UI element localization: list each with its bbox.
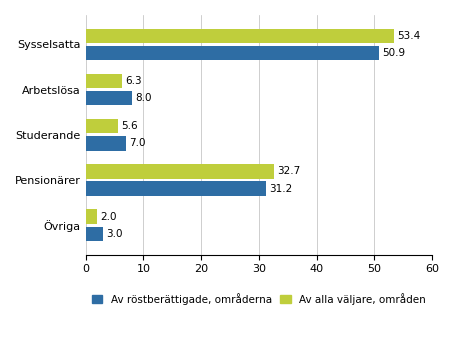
Bar	[86, 46, 380, 60]
Text: 32.7: 32.7	[277, 166, 301, 176]
Text: 7.0: 7.0	[129, 138, 146, 148]
Text: 6.3: 6.3	[125, 76, 142, 86]
Text: 53.4: 53.4	[397, 31, 420, 41]
Legend: Av röstberättigade, områderna, Av alla väljare, områden: Av röstberättigade, områderna, Av alla v…	[88, 288, 430, 309]
Text: 5.6: 5.6	[121, 121, 138, 131]
Bar	[86, 74, 122, 88]
Bar	[86, 164, 275, 178]
Bar	[86, 136, 126, 151]
Bar	[86, 29, 394, 43]
Text: 8.0: 8.0	[135, 93, 151, 103]
Text: 2.0: 2.0	[100, 211, 117, 222]
Text: 3.0: 3.0	[106, 229, 123, 239]
Text: 50.9: 50.9	[382, 48, 405, 58]
Bar	[86, 91, 132, 105]
Bar	[86, 181, 266, 196]
Bar	[86, 119, 118, 133]
Bar	[86, 209, 97, 224]
Bar	[86, 226, 103, 241]
Text: 31.2: 31.2	[269, 184, 292, 193]
